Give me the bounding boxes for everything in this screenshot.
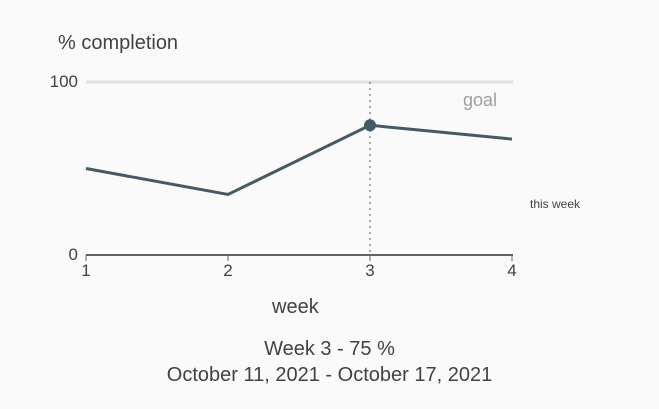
x-tick-2: 2 — [223, 261, 233, 280]
x-axis-label: week — [272, 296, 319, 318]
highlight-point[interactable] — [364, 119, 376, 132]
goal-label: goal — [463, 90, 498, 110]
week-value-summary: Week 3 - 75 % — [264, 338, 395, 360]
x-tick-4: 4 — [507, 261, 517, 280]
this-week-label: this week — [530, 197, 581, 211]
completion-line — [85, 123, 513, 196]
y-axis-label: % completion — [58, 32, 179, 54]
date-range: October 11, 2021 - October 17, 2021 — [166, 364, 493, 386]
y-tick-100: 100 — [49, 72, 78, 91]
x-tick-3: 3 — [365, 261, 375, 280]
y-tick-0: 0 — [68, 245, 78, 264]
x-tick-1: 1 — [81, 261, 91, 280]
